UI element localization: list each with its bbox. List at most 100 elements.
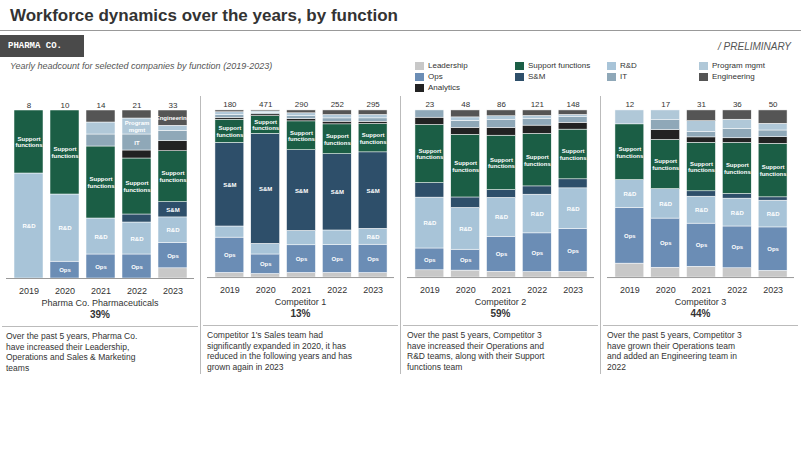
- svg-text:23: 23: [425, 100, 434, 109]
- svg-text:S&M: S&M: [223, 182, 236, 188]
- svg-text:2021: 2021: [292, 285, 312, 295]
- svg-text:Ops: Ops: [567, 248, 579, 254]
- svg-text:2020: 2020: [656, 285, 676, 295]
- svg-text:Supportfunctions: Supportfunctions: [616, 146, 643, 159]
- svg-text:50: 50: [769, 100, 778, 109]
- svg-text:471: 471: [259, 100, 273, 109]
- svg-text:Ops: Ops: [660, 240, 672, 246]
- svg-text:Supportfunctions: Supportfunctions: [252, 119, 279, 132]
- svg-text:Supportfunctions: Supportfunctions: [324, 133, 351, 146]
- svg-text:Ops: Ops: [59, 267, 71, 273]
- svg-text:Supportfunctions: Supportfunctions: [16, 136, 44, 149]
- svg-text:R&D: R&D: [731, 210, 745, 216]
- svg-text:148: 148: [566, 100, 580, 109]
- svg-text:2020: 2020: [256, 285, 276, 295]
- svg-text:2022: 2022: [727, 285, 747, 295]
- svg-text:2022: 2022: [127, 286, 147, 296]
- svg-text:S&M: S&M: [331, 189, 344, 195]
- svg-text:8: 8: [27, 101, 32, 110]
- svg-text:252: 252: [331, 100, 345, 109]
- svg-text:Engineering: Engineering: [156, 115, 191, 121]
- svg-text:Supportfunctions: Supportfunctions: [560, 148, 587, 161]
- svg-text:Ops: Ops: [424, 256, 436, 262]
- svg-text:14: 14: [97, 101, 106, 110]
- svg-text:R&D: R&D: [495, 214, 509, 220]
- svg-text:2023: 2023: [363, 285, 383, 295]
- svg-text:Supportfunctions: Supportfunctions: [160, 170, 188, 183]
- svg-text:2022: 2022: [527, 285, 547, 295]
- svg-text:2022: 2022: [327, 285, 347, 295]
- svg-text:Ops: Ops: [732, 244, 744, 250]
- svg-text:S&M: S&M: [166, 207, 179, 213]
- svg-text:Ops: Ops: [696, 242, 708, 248]
- svg-text:290: 290: [295, 100, 309, 109]
- svg-text:2020: 2020: [456, 285, 476, 295]
- svg-text:10: 10: [61, 101, 70, 110]
- svg-text:Ops: Ops: [460, 257, 472, 263]
- svg-text:R&D: R&D: [23, 223, 37, 229]
- svg-text:R&D: R&D: [423, 220, 437, 226]
- svg-text:R&D: R&D: [459, 226, 473, 232]
- svg-text:Supportfunctions: Supportfunctions: [124, 180, 152, 193]
- svg-text:Ops: Ops: [332, 256, 344, 262]
- svg-text:33: 33: [169, 101, 178, 110]
- svg-text:Ops: Ops: [532, 250, 544, 256]
- svg-text:Ops: Ops: [367, 256, 379, 262]
- svg-text:36: 36: [733, 100, 742, 109]
- svg-text:R&D: R&D: [59, 225, 73, 231]
- svg-text:86: 86: [497, 100, 506, 109]
- svg-text:Ops: Ops: [260, 261, 272, 267]
- svg-text:Supportfunctions: Supportfunctions: [452, 160, 479, 173]
- svg-text:2021: 2021: [492, 285, 512, 295]
- svg-text:Supportfunctions: Supportfunctions: [216, 125, 243, 138]
- svg-text:121: 121: [531, 100, 545, 109]
- svg-text:Supportfunctions: Supportfunctions: [488, 157, 515, 170]
- svg-text:2023: 2023: [763, 285, 783, 295]
- svg-text:S&M: S&M: [259, 186, 272, 192]
- svg-text:2021: 2021: [91, 286, 111, 296]
- svg-text:Supportfunctions: Supportfunctions: [416, 148, 443, 161]
- svg-text:R&D: R&D: [131, 236, 145, 242]
- svg-text:Ops: Ops: [496, 251, 508, 257]
- svg-text:Programmgmt: Programmgmt: [125, 120, 150, 133]
- svg-text:2019: 2019: [220, 285, 240, 295]
- svg-text:31: 31: [697, 100, 706, 109]
- svg-text:12: 12: [625, 100, 634, 109]
- svg-text:R&D: R&D: [567, 206, 581, 212]
- svg-text:IT: IT: [134, 140, 140, 146]
- svg-text:S&M: S&M: [295, 188, 308, 194]
- svg-text:295: 295: [366, 100, 380, 109]
- svg-text:Supportfunctions: Supportfunctions: [88, 176, 116, 189]
- svg-text:Supportfunctions: Supportfunctions: [52, 146, 80, 159]
- svg-text:Supportfunctions: Supportfunctions: [288, 130, 315, 143]
- svg-text:2023: 2023: [563, 285, 583, 295]
- svg-text:Ops: Ops: [167, 253, 179, 259]
- svg-text:17: 17: [661, 100, 670, 109]
- svg-text:S&M: S&M: [367, 188, 380, 194]
- svg-text:Supportfunctions: Supportfunctions: [688, 161, 715, 174]
- svg-text:R&D: R&D: [367, 234, 381, 240]
- svg-text:R&D: R&D: [659, 201, 673, 207]
- svg-text:48: 48: [461, 100, 470, 109]
- svg-text:R&D: R&D: [167, 227, 181, 233]
- svg-text:Ops: Ops: [131, 264, 143, 270]
- svg-text:Ops: Ops: [624, 233, 636, 239]
- svg-text:2019: 2019: [620, 285, 640, 295]
- svg-text:Supportfunctions: Supportfunctions: [524, 154, 551, 167]
- svg-text:2020: 2020: [55, 286, 75, 296]
- svg-text:180: 180: [223, 100, 237, 109]
- svg-text:R&D: R&D: [531, 211, 545, 217]
- svg-text:2023: 2023: [163, 286, 183, 296]
- svg-text:Supportfunctions: Supportfunctions: [652, 158, 679, 171]
- svg-text:Supportfunctions: Supportfunctions: [724, 162, 751, 175]
- svg-text:Ops: Ops: [296, 256, 308, 262]
- svg-text:R&D: R&D: [623, 191, 637, 197]
- svg-text:Ops: Ops: [95, 264, 107, 270]
- svg-text:2019: 2019: [19, 286, 39, 296]
- svg-text:2021: 2021: [692, 285, 712, 295]
- svg-text:Ops: Ops: [224, 252, 236, 258]
- svg-text:R&D: R&D: [695, 207, 709, 213]
- svg-text:R&D: R&D: [767, 211, 781, 217]
- svg-text:2019: 2019: [420, 285, 440, 295]
- svg-text:Supportfunctions: Supportfunctions: [360, 132, 387, 145]
